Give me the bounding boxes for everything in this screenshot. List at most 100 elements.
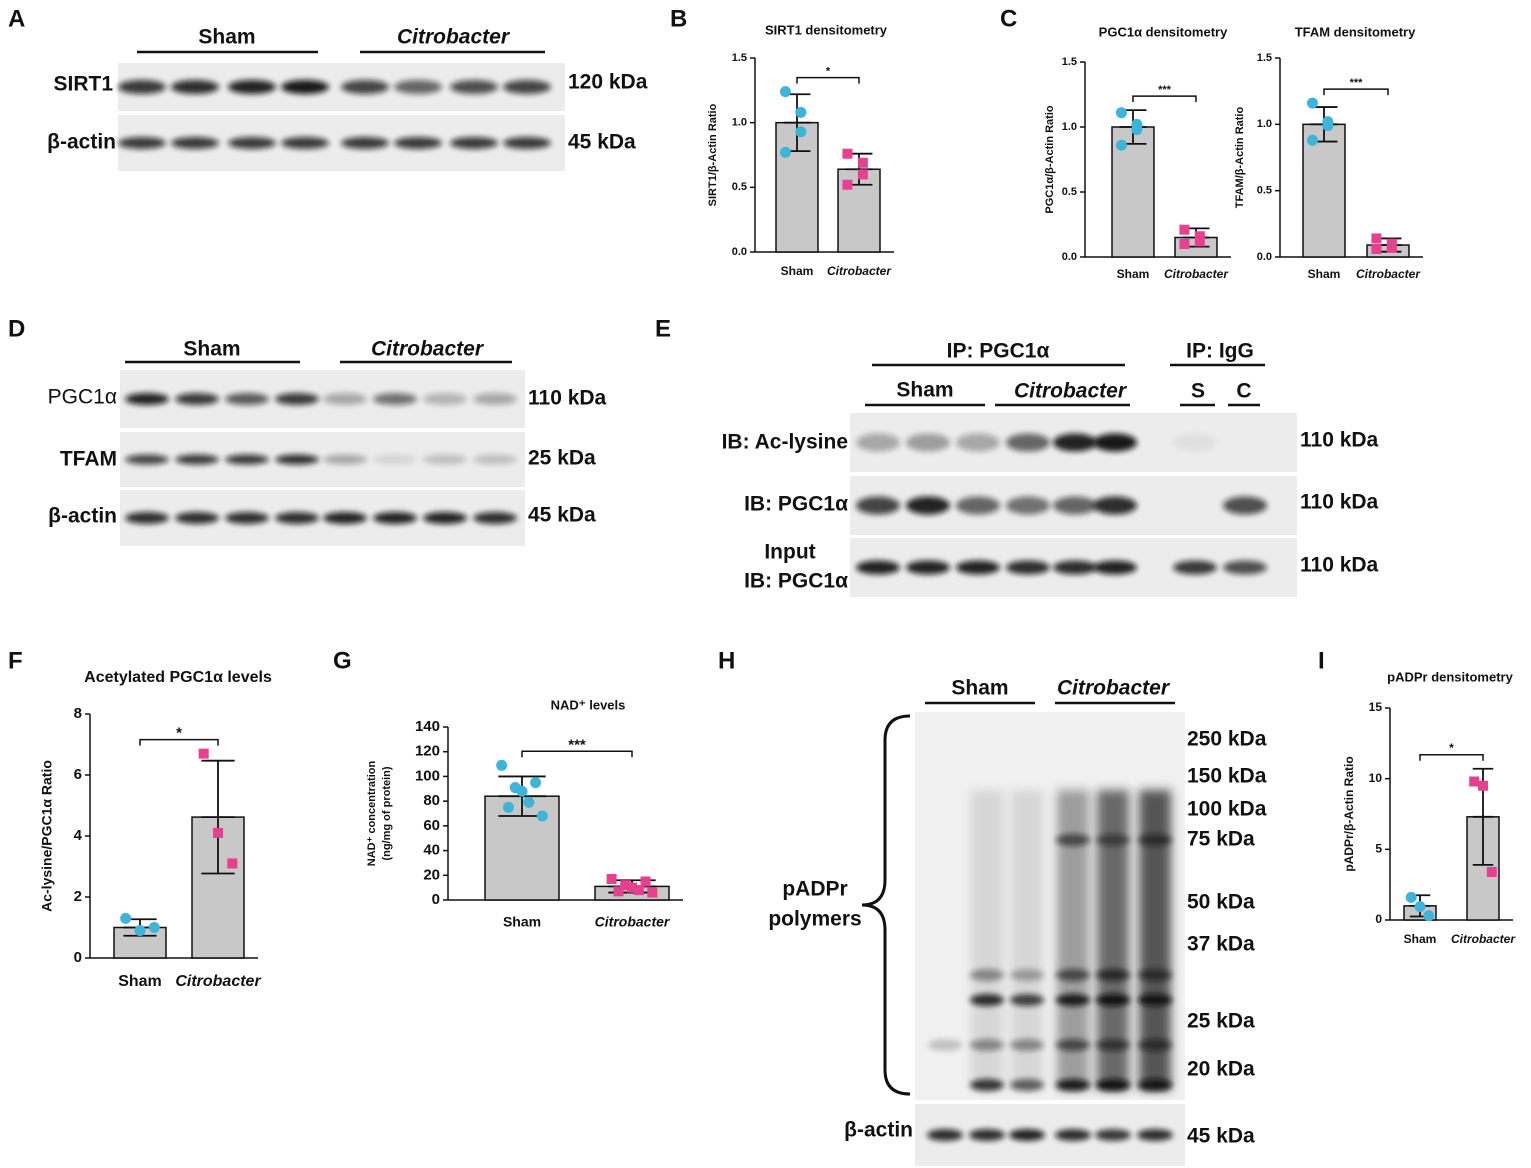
blot-band	[473, 393, 517, 405]
blot-band	[118, 137, 166, 149]
blot-band	[171, 137, 219, 149]
data-point	[1306, 134, 1318, 146]
chart-title: pADPr densitometry	[1387, 669, 1513, 684]
blot-band	[225, 454, 269, 465]
x-tick-label: Sham	[781, 264, 814, 278]
blot-band	[473, 454, 517, 465]
data-point	[627, 882, 637, 893]
size-label: 45 kDa	[1187, 1125, 1255, 1148]
blot-band	[856, 560, 900, 575]
data-point	[1131, 124, 1143, 136]
blot-band	[125, 512, 169, 524]
x-tick-label: Sham	[118, 973, 162, 990]
group-label: Citrobacter	[1014, 380, 1128, 403]
data-point	[1179, 224, 1190, 235]
row-label: IB: Ac-lysine	[722, 431, 848, 454]
y-tick-label: 8	[74, 705, 82, 722]
significance-label: *	[176, 725, 182, 742]
blot-band	[171, 80, 219, 94]
y-tick-label: 140	[415, 718, 440, 735]
y-tick-label: 120	[415, 743, 440, 760]
blot-band	[1138, 969, 1172, 981]
blot-band	[341, 137, 389, 149]
size-label: 110 kDa	[1300, 491, 1379, 514]
size-label: 110 kDa	[528, 387, 607, 410]
size-label: 25 kDa	[1187, 1010, 1255, 1033]
data-point	[198, 748, 209, 759]
blot-band	[970, 994, 1004, 1006]
blot-band	[1056, 994, 1090, 1006]
group-label: Citrobacter	[397, 26, 511, 49]
blot-band	[323, 454, 367, 465]
blot-band	[1138, 994, 1172, 1006]
blot-band	[970, 1079, 1004, 1091]
group-label: Citrobacter	[371, 338, 485, 361]
blot-band	[503, 137, 551, 149]
y-tick-label: 10	[1369, 771, 1383, 785]
blot-band	[856, 496, 900, 515]
significance-bracket	[1323, 88, 1389, 96]
row-label: β-actin	[844, 1119, 913, 1142]
blot-band	[1173, 433, 1217, 452]
blot-band	[1095, 1129, 1131, 1141]
blot-band	[1056, 969, 1090, 981]
blot-band	[1093, 496, 1137, 515]
data-point	[647, 887, 658, 898]
data-point	[120, 912, 132, 924]
data-point	[795, 106, 807, 118]
y-tick-label: 1.5	[732, 52, 747, 64]
x-tick-label: Citrobacter	[1164, 267, 1229, 281]
significance-bracket	[139, 738, 219, 746]
size-label: 110 kDa	[1300, 429, 1379, 452]
y-tick-label: 0.5	[732, 181, 747, 193]
blot-band	[175, 512, 219, 524]
chart-title: Acetylated PGC1α levels	[84, 669, 272, 686]
row-label: IB: PGC1α	[744, 570, 848, 593]
significance-label: ***	[1350, 77, 1364, 89]
blot-band	[1138, 834, 1172, 846]
brace	[861, 714, 911, 1096]
y-tick-label: 20	[423, 866, 440, 883]
blot-band	[956, 433, 1000, 452]
data-point	[1306, 97, 1318, 109]
blot-band	[906, 560, 950, 575]
row-label: SIRT1	[53, 73, 113, 96]
y-tick-label: 6	[74, 766, 82, 783]
group-label: S	[1191, 380, 1205, 403]
blot-band	[1056, 1039, 1090, 1051]
group-label: Citrobacter	[1057, 677, 1171, 700]
size-label: 45 kDa	[568, 131, 636, 154]
significance-label: ***	[1158, 84, 1172, 96]
blot-band	[450, 137, 498, 149]
blot-band	[1096, 834, 1130, 846]
data-point	[1469, 776, 1480, 787]
blot-band	[956, 496, 1000, 515]
blot-band	[1093, 433, 1137, 452]
blot-band	[423, 393, 467, 405]
blot-band	[423, 512, 467, 524]
x-tick-label: Citrobacter	[827, 264, 892, 278]
data-point	[1405, 891, 1417, 903]
blot-band	[969, 1129, 1005, 1141]
data-point	[640, 876, 651, 887]
x-tick-label: Citrobacter	[1356, 267, 1421, 281]
data-point	[213, 827, 223, 838]
y-axis-label: SIRT1/β-Actin Ratio	[707, 103, 719, 206]
blot-band	[1223, 496, 1267, 515]
blot-band	[503, 80, 551, 94]
blot-band	[1138, 1039, 1172, 1051]
blot-band	[1096, 1039, 1130, 1051]
data-point	[148, 922, 160, 933]
blot-band	[906, 496, 950, 515]
x-tick-label: Sham	[503, 914, 541, 930]
blot-band	[1096, 1079, 1130, 1091]
significance-bracket	[1132, 95, 1197, 103]
panel-letter: A	[8, 5, 25, 32]
significance-bracket	[521, 750, 633, 758]
panel-letter: E	[655, 315, 671, 342]
data-point	[496, 759, 508, 771]
data-point	[134, 925, 146, 937]
data-point	[1371, 244, 1382, 255]
y-tick-label: 1.5	[1062, 56, 1077, 68]
